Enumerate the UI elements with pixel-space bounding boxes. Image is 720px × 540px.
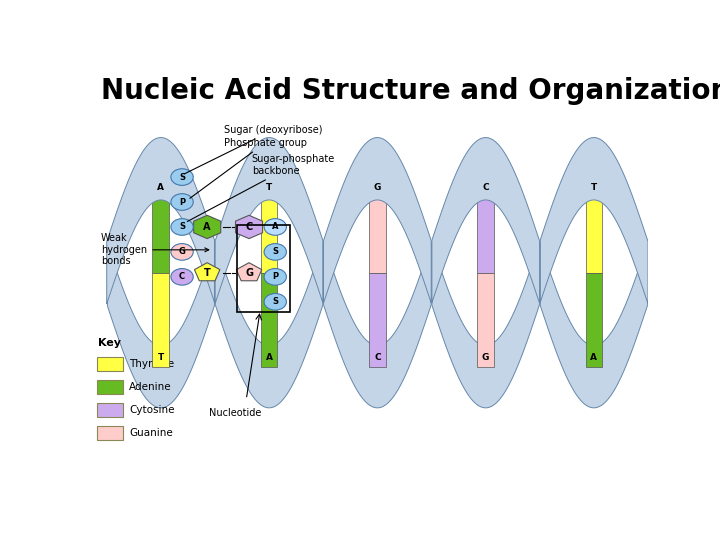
Polygon shape — [540, 241, 648, 408]
Text: A: A — [204, 222, 211, 232]
Circle shape — [264, 219, 287, 235]
Polygon shape — [323, 242, 431, 408]
Circle shape — [171, 194, 193, 210]
Circle shape — [171, 219, 193, 235]
Bar — [261, 273, 277, 367]
Bar — [369, 273, 386, 367]
Text: C: C — [482, 183, 489, 192]
Polygon shape — [432, 242, 539, 408]
Text: A: A — [590, 354, 598, 362]
Polygon shape — [215, 138, 323, 303]
Polygon shape — [107, 243, 215, 408]
Text: Nucleotide: Nucleotide — [209, 408, 261, 418]
Text: Key: Key — [99, 338, 122, 348]
Bar — [585, 273, 602, 367]
Circle shape — [171, 168, 193, 185]
Text: G: G — [179, 247, 186, 256]
Text: Cytosine: Cytosine — [129, 405, 174, 415]
Text: A: A — [266, 354, 273, 362]
Text: A: A — [158, 183, 164, 192]
FancyBboxPatch shape — [97, 426, 123, 440]
Polygon shape — [194, 215, 221, 239]
Text: S: S — [179, 222, 185, 232]
Polygon shape — [194, 263, 220, 281]
Text: T: T — [158, 354, 164, 362]
Text: C: C — [179, 272, 185, 281]
Bar — [477, 273, 494, 367]
Circle shape — [264, 268, 287, 285]
Text: C: C — [246, 222, 253, 232]
Circle shape — [264, 293, 287, 310]
Circle shape — [264, 244, 287, 260]
Text: S: S — [179, 173, 185, 181]
Text: P: P — [179, 198, 185, 206]
Text: T: T — [266, 183, 272, 192]
FancyBboxPatch shape — [97, 403, 123, 417]
Polygon shape — [236, 263, 262, 281]
Bar — [585, 178, 602, 273]
Text: G: G — [482, 354, 490, 362]
Text: Phosphate group: Phosphate group — [190, 138, 307, 198]
Bar — [261, 178, 277, 273]
Bar — [477, 178, 494, 273]
Polygon shape — [215, 242, 323, 408]
Text: A: A — [272, 222, 279, 232]
Polygon shape — [323, 138, 431, 303]
Text: Adenine: Adenine — [129, 382, 171, 392]
Text: Guanine: Guanine — [129, 428, 173, 438]
Circle shape — [171, 244, 193, 260]
Bar — [369, 178, 386, 273]
Polygon shape — [540, 138, 648, 304]
Circle shape — [171, 268, 193, 285]
Bar — [153, 273, 169, 367]
Polygon shape — [432, 138, 539, 303]
Text: Sugar-phosphate
backbone: Sugar-phosphate backbone — [187, 154, 335, 221]
Text: T: T — [590, 183, 597, 192]
Polygon shape — [107, 138, 215, 304]
Text: G: G — [374, 183, 381, 192]
Text: G: G — [245, 268, 253, 278]
Text: Weak
hydrogen
bonds: Weak hydrogen bonds — [101, 233, 209, 266]
Text: Nucleic Acid Structure and Organization: Nucleic Acid Structure and Organization — [101, 77, 720, 105]
FancyBboxPatch shape — [97, 357, 123, 371]
Bar — [153, 178, 169, 273]
Text: P: P — [272, 272, 279, 281]
Text: Thymine: Thymine — [129, 359, 174, 369]
Polygon shape — [235, 215, 263, 239]
FancyBboxPatch shape — [97, 380, 123, 394]
Text: T: T — [204, 268, 210, 278]
Text: S: S — [272, 247, 278, 256]
Text: S: S — [272, 298, 278, 306]
Text: Sugar (deoxyribose): Sugar (deoxyribose) — [184, 125, 323, 174]
Text: C: C — [374, 354, 381, 362]
